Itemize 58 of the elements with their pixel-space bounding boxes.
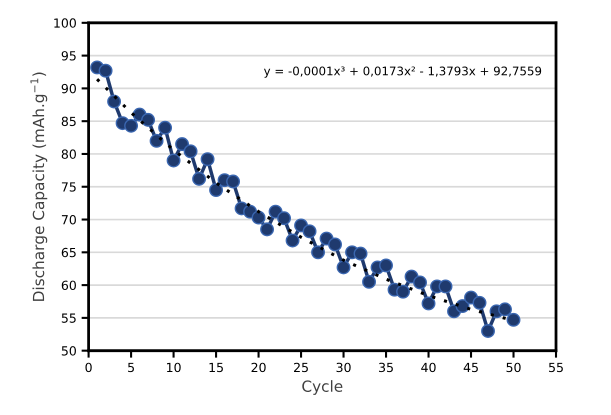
point [226, 174, 240, 188]
point [336, 260, 350, 274]
point [141, 112, 156, 127]
x-tick-label: 25 [294, 362, 308, 372]
x-tick-label: 55 [549, 362, 563, 372]
y-tick-label: 75 [62, 182, 76, 192]
y-tick-label: 55 [62, 314, 76, 323]
point [362, 274, 376, 289]
point [328, 238, 342, 252]
x-tick-label: 0 [85, 362, 92, 372]
y-tick-label: 80 [62, 149, 76, 159]
point [98, 64, 113, 78]
x-tick-label: 35 [379, 362, 393, 372]
point [158, 120, 172, 135]
y-axis-title: Discharge Capacity (mAh.g$^{−1}$) [30, 72, 48, 301]
y-tick-label: 95 [62, 51, 76, 61]
annotation: y = -0,0001x³ + 0,0173x² - 1,3793x + 92,7559 [264, 66, 542, 78]
point [498, 302, 512, 316]
point [413, 276, 427, 290]
y-tick-label: 65 [62, 248, 76, 258]
point [175, 137, 190, 152]
x-tick-label: 15 [209, 362, 223, 372]
point [209, 183, 224, 197]
point [481, 324, 495, 338]
point [107, 94, 122, 108]
point [277, 211, 292, 226]
point [124, 118, 138, 133]
point [286, 234, 300, 248]
x-axis-title: Cycle [302, 380, 342, 395]
x-tick-label: 50 [506, 362, 521, 372]
y-tick-label: 70 [62, 215, 76, 224]
x-tick-label: 30 [336, 362, 351, 372]
x-tick-label: 20 [252, 362, 266, 372]
x-tick-label: 5 [128, 362, 134, 372]
point [379, 258, 393, 272]
y-tick-label: 50 [62, 346, 76, 356]
point [184, 144, 198, 158]
point [200, 152, 215, 166]
y-tick-label: 100 [54, 18, 76, 28]
point [166, 154, 181, 168]
x-tick-label: 40 [421, 362, 436, 372]
point [311, 245, 325, 260]
point [396, 284, 410, 299]
x-tick-label: 10 [167, 362, 181, 372]
point [438, 279, 452, 294]
point [302, 224, 316, 238]
point [150, 134, 164, 148]
point [506, 312, 520, 327]
point [252, 210, 266, 225]
y-tick-label: 60 [62, 280, 76, 290]
x-tick-label: 45 [464, 362, 478, 372]
y-tick-label: 90 [62, 84, 76, 94]
point [260, 222, 274, 236]
point [472, 296, 486, 310]
point [354, 246, 368, 261]
y-tick-label: 85 [62, 116, 76, 126]
point [422, 296, 436, 310]
point [192, 172, 206, 186]
